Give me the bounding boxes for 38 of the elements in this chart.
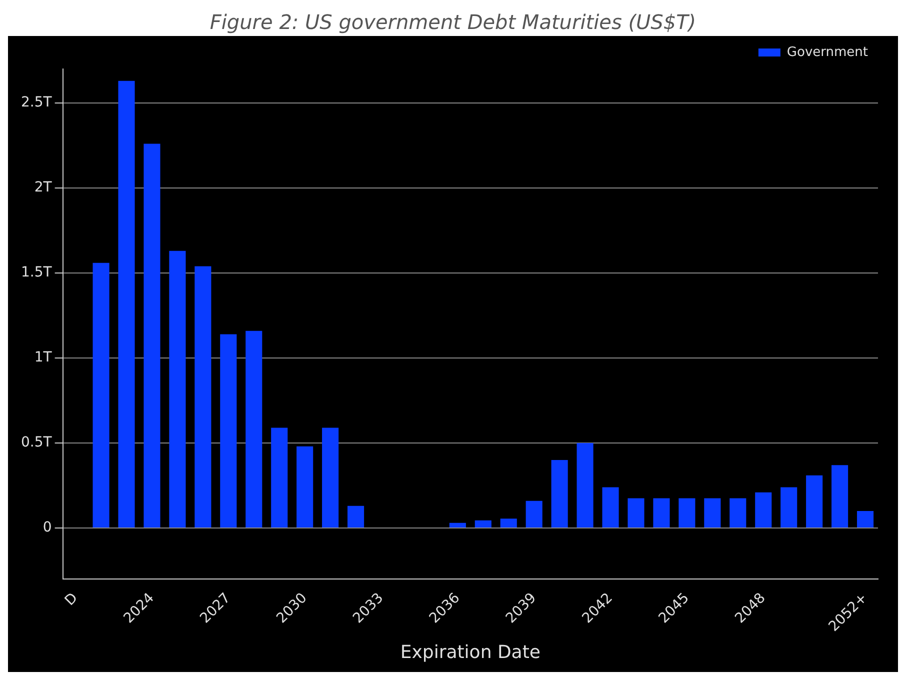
y-tick-label: 2.5T [20, 94, 52, 111]
bar [832, 465, 848, 528]
bar [449, 522, 466, 528]
bar [474, 520, 492, 528]
legend-label: Government [786, 44, 868, 60]
bar [653, 498, 670, 528]
bar [576, 443, 594, 528]
bar [526, 500, 542, 528]
bar [730, 498, 746, 528]
y-tick-label: 1.5T [20, 264, 52, 281]
bar [296, 446, 314, 528]
bar [246, 330, 262, 528]
bar [500, 518, 517, 528]
x-axis-title: Expiration Date [400, 642, 540, 663]
bar [118, 80, 135, 528]
bar [92, 262, 110, 528]
bar [704, 498, 721, 528]
bar [194, 266, 212, 528]
x-tick-label: D [62, 590, 81, 609]
y-tick-label: 2T [34, 180, 52, 196]
y-tick-label: 0 [42, 520, 52, 536]
bar [628, 498, 644, 528]
bar [755, 492, 772, 528]
bar [347, 506, 364, 528]
bar [602, 487, 619, 528]
y-tick-label: 0.5T [20, 434, 52, 451]
bar [806, 475, 823, 528]
bar [220, 334, 237, 528]
bar [780, 487, 798, 528]
chart-title: Figure 2: US government Debt Maturities (US$T) [208, 9, 698, 36]
y-tick-label: 1T [34, 350, 52, 366]
bar [322, 428, 339, 528]
bar [856, 511, 874, 528]
bar [169, 250, 186, 528]
bar [271, 428, 288, 528]
bar [678, 498, 696, 528]
bar [551, 460, 568, 528]
bar [144, 144, 160, 528]
